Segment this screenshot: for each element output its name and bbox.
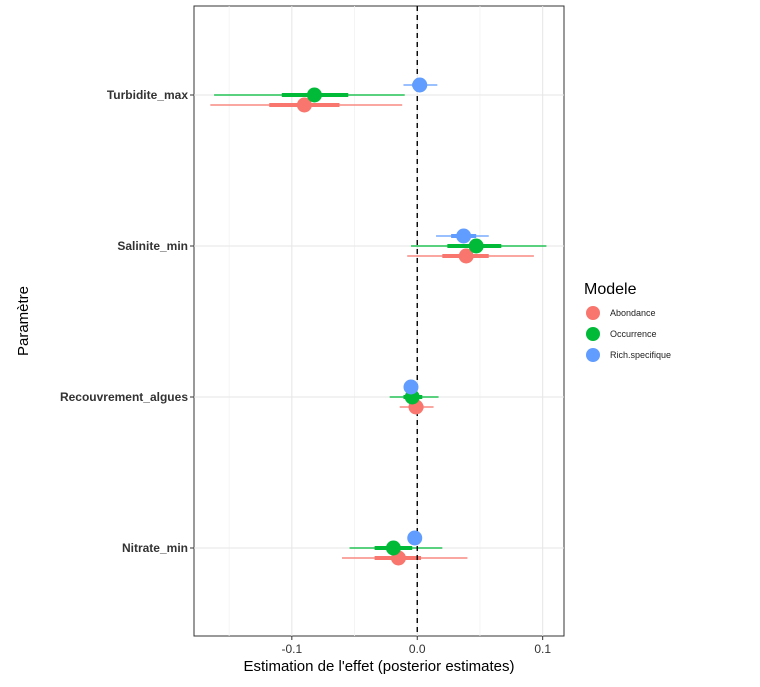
legend-key xyxy=(586,306,600,320)
estimate-point xyxy=(412,77,428,93)
estimate-point xyxy=(385,540,401,556)
estimate-point xyxy=(456,228,472,244)
legend-key xyxy=(586,348,600,362)
y-axis-title: Paramètre xyxy=(15,286,32,356)
y-tick-label: Recouvrement_algues xyxy=(60,390,188,404)
estimate-point xyxy=(403,379,419,395)
x-axis-title: Estimation de l'effet (posterior estimat… xyxy=(243,658,514,675)
estimate-point xyxy=(407,530,423,546)
x-tick-label: 0.0 xyxy=(409,642,426,656)
y-tick-label: Turbidite_max xyxy=(107,88,188,102)
legend-label: Abondance xyxy=(610,308,656,318)
legend: Modele Abondance Occurrence Rich.specifiqu… xyxy=(584,281,671,362)
estimate-points xyxy=(296,77,484,566)
legend-label: Rich.specifique xyxy=(610,350,671,360)
x-tick-label: 0.1 xyxy=(534,642,551,656)
legend-label: Occurrence xyxy=(610,329,657,339)
legend-title: Modele xyxy=(584,281,637,298)
y-tick-label: Nitrate_min xyxy=(122,541,188,555)
estimate-point xyxy=(296,97,312,113)
x-tick-label: -0.1 xyxy=(281,642,302,656)
y-axis-ticks: Turbidite_max Salinite_min Recouvrement_al… xyxy=(60,88,194,555)
estimate-point xyxy=(468,238,484,254)
plot-panel xyxy=(193,5,565,637)
legend-key xyxy=(586,327,600,341)
estimate-point xyxy=(306,87,322,103)
y-tick-label: Salinite_min xyxy=(117,239,188,253)
x-axis-ticks: -0.1 0.0 0.1 xyxy=(281,636,551,656)
estimate-point xyxy=(458,248,474,264)
